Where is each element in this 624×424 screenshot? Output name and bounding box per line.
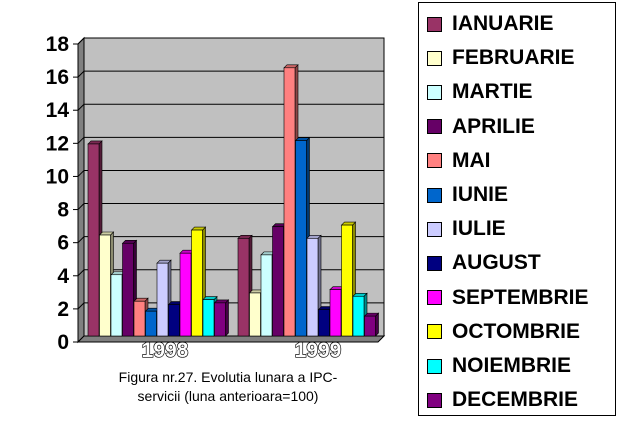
y-tick-label: 16 xyxy=(46,66,69,89)
bar-side xyxy=(375,312,379,337)
bar-front xyxy=(237,238,250,337)
legend-swatch xyxy=(427,324,442,340)
legend-item: IUNIE xyxy=(427,180,508,210)
bar-front xyxy=(295,140,307,337)
legend-swatch xyxy=(427,290,442,306)
bar-front xyxy=(133,300,146,337)
legend-swatch xyxy=(427,50,442,66)
x-tick-label: 1999 xyxy=(295,339,342,362)
legend-item: IANUARIE xyxy=(427,9,554,39)
legend-label: DECEMBRIE xyxy=(452,388,579,412)
bar-front xyxy=(87,143,100,337)
bar-front xyxy=(341,224,353,337)
legend-label: SEPTEMBRIE xyxy=(452,285,589,309)
legend-label: NOIEMBRIE xyxy=(452,354,572,377)
legend-swatch xyxy=(427,153,442,169)
bar-decembrie-1999 xyxy=(363,312,380,337)
bar-front xyxy=(364,315,376,337)
caption-line-2: servicii (luna anterioara=100) xyxy=(137,388,319,404)
bars xyxy=(87,64,380,337)
legend-swatch xyxy=(427,221,442,237)
legend-swatch xyxy=(427,187,442,203)
bar-front xyxy=(214,302,226,337)
y-tick-label: 14 xyxy=(46,99,70,122)
y-tick-label: 4 xyxy=(57,265,69,288)
bar-front xyxy=(99,234,111,337)
legend-label: IUNIE xyxy=(452,183,509,206)
gridline xyxy=(77,37,384,45)
bar-front xyxy=(122,242,134,337)
y-tick-label: 0 xyxy=(57,331,69,354)
legend-item: MARTIE xyxy=(427,77,533,107)
bar-front xyxy=(145,310,157,337)
legend-label: MAI xyxy=(452,148,491,172)
bar-front xyxy=(249,292,261,337)
legend-swatch xyxy=(427,255,442,271)
legend-swatch xyxy=(427,119,442,135)
legend-item: FEBRUARIE xyxy=(427,43,575,73)
y-tick-label: 2 xyxy=(57,298,69,321)
y-tick-label: 8 xyxy=(57,199,69,222)
y-tick-label: 18 xyxy=(46,33,70,56)
bar-front xyxy=(283,67,296,337)
bar-front xyxy=(306,238,319,337)
caption-line-1: Figura nr.27. Evolutia lunara a IPC- xyxy=(118,369,338,385)
bar-front xyxy=(260,254,273,337)
legend-label: IANUARIE xyxy=(452,12,554,35)
legend-item: APRILIE xyxy=(427,112,535,142)
plot-floor xyxy=(76,335,386,343)
legend-item: DECEMBRIE xyxy=(427,385,578,415)
y-tick-label: 6 xyxy=(57,232,69,255)
legend-label: APRILIE xyxy=(452,114,535,138)
bar-chart: 0 2 4 6 8 10 12 14 16 18 1998 1999 xyxy=(46,33,386,363)
y-tick-label: 12 xyxy=(46,132,69,155)
legend-item: NOIEMBRIE xyxy=(427,351,571,381)
legend-item: MAI xyxy=(427,146,491,176)
legend-item: SEPTEMBRIE xyxy=(427,283,589,313)
legend-swatch xyxy=(427,84,442,100)
bar-front xyxy=(191,229,203,337)
y-tick-label: 10 xyxy=(46,165,69,188)
bar-side xyxy=(225,299,229,337)
bar-front xyxy=(156,262,169,337)
legend-swatch xyxy=(427,358,442,374)
bar-front xyxy=(168,304,180,337)
bar-front xyxy=(272,226,284,337)
legend: IANUARIE FEBRUARIE MARTIE APRILIE MAI IUNIE IU… xyxy=(418,2,616,416)
legend-item: OCTOMBRIE xyxy=(427,317,580,347)
legend-swatch xyxy=(427,392,442,408)
legend-item: IULIE xyxy=(427,214,506,244)
legend-label: OCTOMBRIE xyxy=(452,319,580,343)
bar-front xyxy=(318,309,330,337)
legend-label: FEBRUARIE xyxy=(452,46,575,70)
legend-item: AUGUST xyxy=(427,248,541,278)
bar-front xyxy=(329,289,342,337)
bar-front xyxy=(179,252,192,337)
legend-label: IULIE xyxy=(452,217,506,241)
x-axis: 1998 1999 xyxy=(141,338,342,362)
bar-front xyxy=(110,274,123,337)
y-axis: 0 2 4 6 8 10 12 14 16 18 xyxy=(46,33,78,354)
legend-label: MARTIE xyxy=(452,80,533,104)
legend-swatch xyxy=(427,16,442,32)
legend-label: AUGUST xyxy=(452,251,541,275)
bar-decembrie-1998 xyxy=(213,299,230,337)
plot-side-wall xyxy=(77,36,85,344)
bar-front xyxy=(352,295,365,337)
bar-front xyxy=(202,299,215,337)
figure-caption: Figura nr.27. Evolutia lunara a IPC- ser… xyxy=(70,368,386,406)
x-tick-label: 1998 xyxy=(142,339,189,362)
